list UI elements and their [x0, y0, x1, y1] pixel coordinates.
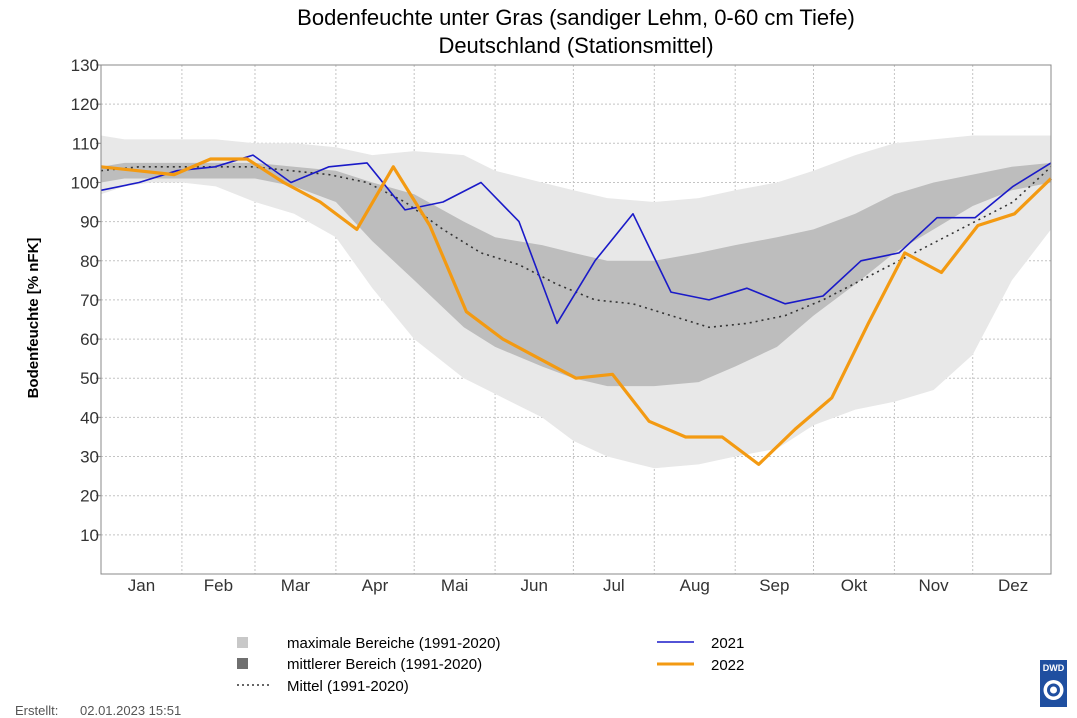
y-tick-label: 130	[71, 56, 99, 75]
legend-label-mean: Mittel (1991-2020)	[287, 678, 409, 695]
series-lines	[100, 154, 1053, 466]
chart-title: Bodenfeuchte unter Gras (sandiger Lehm, …	[297, 5, 855, 30]
legend-label-2022: 2022	[711, 657, 744, 674]
mid-range-band	[101, 162, 1051, 387]
x-tick-label: Mai	[441, 576, 468, 595]
y-axis-label: Bodenfeuchte [% nFK]	[25, 238, 42, 399]
created-label: Erstellt:	[15, 703, 58, 718]
y-tick-label: 50	[80, 369, 99, 388]
x-tick-label: Jan	[128, 576, 155, 595]
x-tick-label: Sep	[759, 576, 789, 595]
x-tick-label: Feb	[204, 576, 233, 595]
bands	[101, 135, 1051, 469]
chart-subtitle: Deutschland (Stationsmittel)	[438, 33, 713, 58]
legend-label-max-range: maximale Bereiche (1991-2020)	[287, 635, 500, 652]
y-tick-label: 90	[80, 213, 99, 232]
legend-swatch-max-range	[237, 637, 248, 648]
legend: maximale Bereiche (1991-2020) mittlerer …	[237, 635, 744, 695]
legend-swatch-mid-range	[237, 658, 248, 669]
dwd-logo: DWD	[1040, 660, 1067, 707]
legend-label-mid-range: mittlerer Bereich (1991-2020)	[287, 656, 482, 673]
plot-frame	[100, 64, 1052, 575]
x-tick-label: Jun	[521, 576, 548, 595]
series-2022-line	[100, 157, 1053, 466]
y-tick-label: 120	[71, 95, 99, 114]
axes: 10 20 30 40 50 60 70 80 90 100 110 120 130 Jan Feb Mar A…	[71, 56, 1052, 595]
dwd-logo-swirl-inner	[1050, 686, 1057, 694]
y-tick-label: 70	[80, 291, 99, 310]
dwd-logo-text: DWD	[1043, 663, 1065, 673]
y-tick-label: 30	[80, 448, 99, 467]
legend-label-2021: 2021	[711, 635, 744, 652]
series-2021-line	[100, 154, 1052, 325]
x-tick-label: Apr	[362, 576, 389, 595]
x-tick-label: Aug	[680, 576, 710, 595]
x-tick-label: Okt	[841, 576, 868, 595]
y-tick-label: 60	[80, 330, 99, 349]
created-date: 02.01.2023 15:51	[80, 703, 181, 718]
x-tick-label: Mar	[281, 576, 311, 595]
x-tick-label: Jul	[603, 576, 625, 595]
y-tick-label: 110	[72, 134, 99, 153]
x-tick-label: Nov	[918, 576, 949, 595]
y-tick-label: 20	[80, 487, 99, 506]
y-tick-label: 100	[71, 173, 99, 192]
y-tick-label: 10	[80, 526, 99, 545]
y-tick-label: 80	[80, 252, 99, 271]
y-tick-label: 40	[80, 408, 99, 427]
x-tick-label: Dez	[998, 576, 1028, 595]
